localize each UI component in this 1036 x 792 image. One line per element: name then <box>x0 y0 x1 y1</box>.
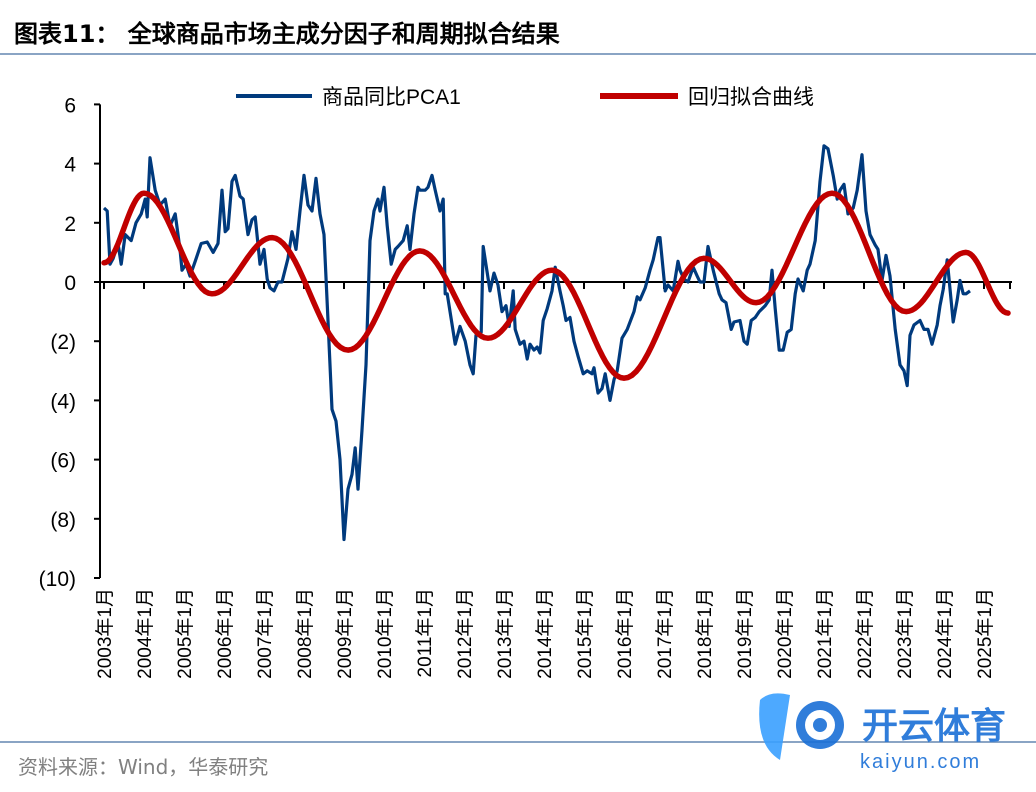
x-tick-label: 2020年1月 <box>774 588 796 679</box>
y-tick-label: 4 <box>64 154 76 177</box>
watermark-logo-icon <box>759 693 844 760</box>
x-tick-label: 2006年1月 <box>214 588 236 679</box>
legend-label-pca1: 商品同比PCA1 <box>322 86 461 109</box>
x-tick-label: 2019年1月 <box>734 588 756 679</box>
x-tick-label: 2022年1月 <box>854 588 876 679</box>
x-tick-label: 2015年1月 <box>574 588 596 679</box>
y-tick-label: (6) <box>50 450 76 473</box>
x-tick-label: 2008年1月 <box>294 588 316 679</box>
x-tick-label: 2014年1月 <box>534 588 556 679</box>
x-tick-label: 2012年1月 <box>454 588 476 679</box>
watermark-brand: 开云体育 <box>862 706 1006 747</box>
x-tick-label: 2010年1月 <box>374 588 396 679</box>
y-tick-label: (4) <box>50 390 76 413</box>
source-note: 资料来源：Wind，华泰研究 <box>18 755 268 779</box>
x-tick-label: 2021年1月 <box>814 588 836 679</box>
y-tick-label: (10) <box>39 568 76 591</box>
series-line-fit <box>101 190 1011 381</box>
y-tick-label: (8) <box>50 509 76 532</box>
plot-area <box>101 144 1011 542</box>
series-line-pca1 <box>102 144 971 542</box>
x-tick-label: 2003年1月 <box>94 588 116 679</box>
x-tick-label: 2024年1月 <box>934 588 956 679</box>
x-tick-label: 2025年1月 <box>974 588 996 679</box>
x-tick-label: 2005年1月 <box>174 588 196 679</box>
y-tick-label: 6 <box>64 94 76 117</box>
legend-label-fit: 回归拟合曲线 <box>688 86 814 109</box>
x-tick-label: 2007年1月 <box>254 588 276 679</box>
legend: 商品同比PCA1 回归拟合曲线 <box>236 86 814 109</box>
y-tick-label: (2) <box>50 331 76 354</box>
x-tick-label: 2023年1月 <box>894 588 916 679</box>
watermark: 开云体育 kaiyun.com <box>759 693 1006 773</box>
figure-title: 图表11： 全球商品市场主成分因子和周期拟合结果 <box>14 20 560 48</box>
x-tick-label: 2004年1月 <box>134 588 156 679</box>
x-tick-label: 2009年1月 <box>334 588 356 679</box>
x-tick-label: 2016年1月 <box>614 588 636 679</box>
watermark-url: kaiyun.com <box>860 751 981 773</box>
x-tick-label: 2011年1月 <box>414 588 436 677</box>
x-tick-label: 2018年1月 <box>694 588 716 679</box>
axes: 6 4 2 0 (2) (4) (6) (8) (10) 2003年1月 2004年1月 2005年1… <box>39 94 1012 679</box>
x-tick-label: 2013年1月 <box>494 588 516 679</box>
x-tick-label: 2017年1月 <box>654 588 676 679</box>
y-tick-label: 2 <box>64 213 76 236</box>
y-tick-label: 0 <box>64 272 76 295</box>
